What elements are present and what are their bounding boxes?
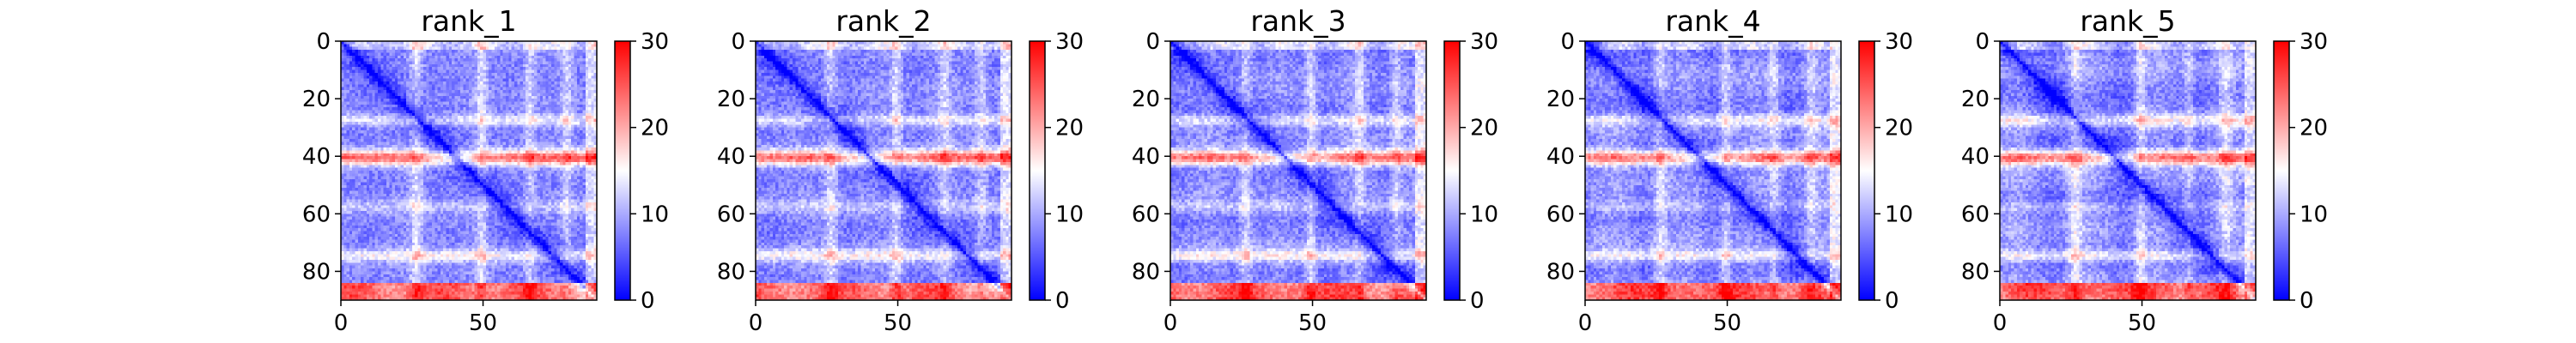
y-tick-label: 80: [1961, 259, 1990, 285]
plot-frame: [1584, 40, 1842, 301]
y-tick-label: 80: [1546, 259, 1575, 285]
panel-title: rank_1: [421, 4, 516, 38]
colorbar-tick-label: 0: [1885, 288, 1899, 314]
colorbar-tick-label: 20: [1055, 116, 1084, 141]
y-tick-label: 40: [1132, 144, 1160, 170]
colorbar-tick-label: 30: [1055, 29, 1084, 55]
y-tick-label: 40: [1961, 144, 1990, 170]
panel-title: rank_2: [835, 4, 931, 38]
y-tick-label: 40: [717, 144, 745, 170]
y-tick-label: 80: [302, 259, 331, 285]
plot-frame: [1999, 40, 2257, 301]
plot-frame: [1170, 40, 1427, 301]
y-tick-label: 20: [1546, 87, 1575, 112]
y-tick-label: 0: [731, 29, 745, 55]
heatmap-matrix: [341, 41, 597, 300]
colorbar: [2273, 40, 2290, 301]
y-tick-label: 20: [1132, 87, 1160, 112]
y-tick-label: 60: [1961, 202, 1990, 227]
y-tick-label: 60: [302, 202, 331, 227]
y-tick-label: 40: [1546, 144, 1575, 170]
plot-frame: [755, 40, 1012, 301]
y-tick-label: 20: [1961, 87, 1990, 112]
x-tick-label: 0: [1578, 310, 1593, 336]
y-tick-label: 0: [1975, 29, 1990, 55]
colorbar-tick-label: 10: [1055, 202, 1084, 227]
x-tick-label: 0: [1163, 310, 1178, 336]
y-tick-label: 60: [1132, 202, 1160, 227]
colorbar-tick-label: 0: [641, 288, 655, 314]
colorbar-tick-label: 10: [641, 202, 669, 227]
colorbar-tick-label: 20: [1885, 116, 1913, 141]
colorbar-tick-label: 20: [1470, 116, 1498, 141]
panel-title: rank_5: [2080, 4, 2175, 38]
y-tick-label: 20: [302, 87, 331, 112]
x-tick-label: 0: [334, 310, 349, 336]
colorbar-tick-label: 10: [1470, 202, 1498, 227]
y-tick-label: 60: [717, 202, 745, 227]
colorbar-tick-label: 20: [2300, 116, 2328, 141]
y-tick-label: 0: [1560, 29, 1575, 55]
colorbar-tick-label: 30: [1885, 29, 1913, 55]
colorbar-tick-label: 30: [641, 29, 669, 55]
x-tick-label: 50: [1298, 310, 1327, 336]
x-tick-label: 0: [1993, 310, 2008, 336]
colorbar-tick-label: 30: [2300, 29, 2328, 55]
colorbar-tick-label: 20: [641, 116, 669, 141]
heatmap-matrix: [1585, 41, 1841, 300]
colorbar-tick-label: 10: [1885, 202, 1913, 227]
y-tick-label: 0: [1145, 29, 1160, 55]
colorbar-tick-label: 0: [1470, 288, 1485, 314]
y-tick-label: 60: [1546, 202, 1575, 227]
colorbar-tick-label: 0: [2300, 288, 2314, 314]
x-tick-label: 50: [884, 310, 912, 336]
heatmap-matrix: [2000, 41, 2256, 300]
colorbar: [1443, 40, 1461, 301]
panel-title: rank_3: [1250, 4, 1346, 38]
x-tick-label: 50: [2128, 310, 2156, 336]
plot-frame: [340, 40, 598, 301]
colorbar: [1858, 40, 1875, 301]
colorbar-tick-label: 10: [2300, 202, 2328, 227]
colorbar-tick-label: 30: [1470, 29, 1498, 55]
y-tick-label: 80: [1132, 259, 1160, 285]
x-tick-label: 50: [1713, 310, 1741, 336]
colorbar: [614, 40, 631, 301]
heatmap-matrix: [1170, 41, 1426, 300]
y-tick-label: 0: [316, 29, 331, 55]
x-tick-label: 0: [749, 310, 763, 336]
y-tick-label: 40: [302, 144, 331, 170]
colorbar-tick-label: 0: [1055, 288, 1070, 314]
y-tick-label: 80: [717, 259, 745, 285]
colorbar: [1029, 40, 1046, 301]
x-tick-label: 50: [469, 310, 497, 336]
heatmap-matrix: [756, 41, 1012, 300]
panel-title: rank_4: [1665, 4, 1760, 38]
y-tick-label: 20: [717, 87, 745, 112]
